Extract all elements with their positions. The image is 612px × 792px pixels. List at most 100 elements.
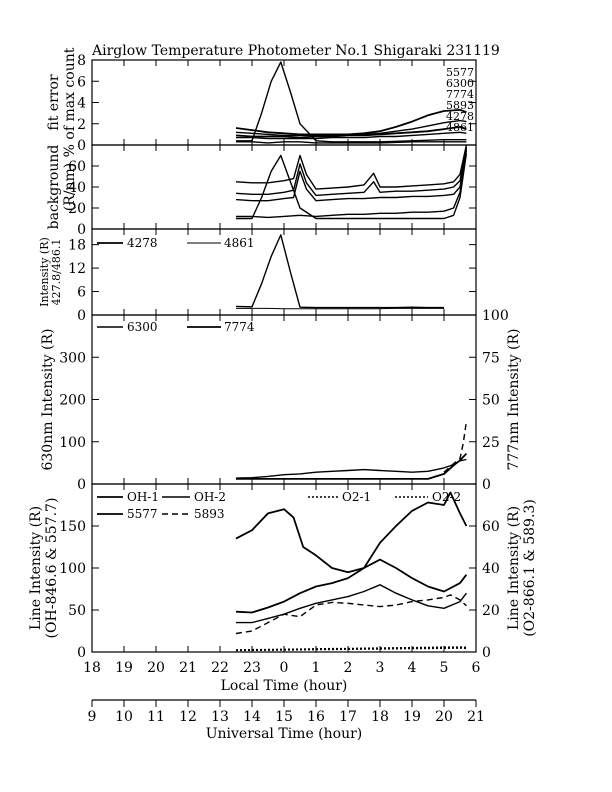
y-tick-label: 40 bbox=[68, 180, 86, 196]
x-tick-label: 18 bbox=[83, 660, 101, 676]
y-axis-label: background bbox=[46, 145, 62, 230]
ut-tick-label: 15 bbox=[275, 709, 293, 725]
y-right-tick-label: 75 bbox=[482, 350, 500, 366]
y-right-tick-label: 40 bbox=[482, 561, 500, 577]
ut-tick-label: 13 bbox=[211, 709, 229, 725]
legend-label: 5577 bbox=[446, 66, 474, 79]
panel-frame-630-777 bbox=[91, 314, 477, 485]
series-line-5893 bbox=[235, 594, 467, 635]
y-tick-label: 60 bbox=[68, 159, 86, 175]
x-tick-label: 2 bbox=[344, 660, 353, 676]
series-line-5577 bbox=[235, 491, 468, 574]
series-line-6300 bbox=[235, 458, 467, 479]
legend-label: 5893 bbox=[194, 507, 225, 521]
y-tick-label: 8 bbox=[77, 53, 86, 69]
y-right-tick-label: 20 bbox=[482, 603, 500, 619]
x-tick-label: 3 bbox=[376, 660, 385, 676]
x-tick-label: 5 bbox=[440, 660, 449, 676]
y-right-axis-label: 777nm Intensity (R) bbox=[506, 328, 522, 470]
y-axis-label: (OH-846.6 & 557.7) bbox=[44, 498, 60, 639]
y-tick-label: 0 bbox=[77, 308, 86, 324]
legend-label: O2-1 bbox=[342, 490, 371, 504]
series-line-6300 bbox=[235, 119, 467, 137]
legend-label: OH-1 bbox=[127, 490, 159, 504]
y-right-axis-label: Line Intensity (R) bbox=[506, 506, 522, 630]
y-axis-label: 427.8/486.1 bbox=[50, 239, 63, 306]
series-line-OH-1 bbox=[235, 558, 468, 614]
series-line-O2-1 bbox=[235, 646, 467, 651]
x-tick-label: 0 bbox=[280, 660, 289, 676]
series-group-intensity-4278-4861 bbox=[235, 234, 444, 310]
y-tick-label: 50 bbox=[68, 603, 86, 619]
y-right-tick-label: 0 bbox=[482, 477, 491, 493]
ut-tick-label: 16 bbox=[307, 709, 325, 725]
legend-label: 7774 bbox=[446, 88, 474, 101]
y-tick-label: 100 bbox=[59, 561, 86, 577]
ut-axis-label: Universal Time (hour) bbox=[206, 726, 363, 742]
series-line-s3 bbox=[235, 149, 468, 202]
y-right-tick-label: 25 bbox=[482, 435, 500, 451]
series-group-630-777 bbox=[235, 421, 468, 480]
y-tick-label: 2 bbox=[77, 117, 86, 133]
x-tick-label: 1 bbox=[312, 660, 321, 676]
x-axis-label: Local Time (hour) bbox=[221, 678, 348, 694]
legend-label: 6300 bbox=[127, 320, 158, 334]
y-tick-label: 300 bbox=[59, 350, 86, 366]
legend-label: 4278 bbox=[446, 110, 474, 123]
y-tick-label: 18 bbox=[68, 238, 86, 254]
x-tick-label: 21 bbox=[179, 660, 197, 676]
ut-tick-label: 10 bbox=[115, 709, 133, 725]
ut-tick-label: 18 bbox=[371, 709, 389, 725]
series-line-O2-2 bbox=[235, 647, 467, 652]
chart-title: Airglow Temperature Photometer No.1 Shig… bbox=[91, 43, 500, 59]
y-axis-label: fit error bbox=[46, 74, 62, 131]
x-tick-label: 6 bbox=[472, 660, 481, 676]
x-tick-label: 23 bbox=[243, 660, 261, 676]
y-right-tick-label: 60 bbox=[482, 519, 500, 535]
series-line-s5 bbox=[236, 153, 468, 220]
legend-label: 4278 bbox=[127, 236, 158, 250]
x-tick-label: 22 bbox=[211, 660, 229, 676]
series-line-7774 bbox=[235, 126, 467, 139]
series-line-4278 bbox=[235, 234, 444, 309]
y-axis-label: Line Intensity (R) bbox=[28, 506, 44, 630]
legend-label: OH-2 bbox=[194, 490, 226, 504]
series-group-background bbox=[235, 144, 468, 220]
y-tick-label: 0 bbox=[77, 222, 86, 238]
series-line-OH-2 bbox=[236, 584, 467, 624]
series-line-5893 bbox=[236, 131, 467, 140]
series-line-4861 bbox=[236, 141, 467, 144]
y-tick-label: 6 bbox=[77, 285, 86, 301]
y-axis-label: % of max count bbox=[62, 47, 78, 157]
legend-label: O2-2 bbox=[432, 490, 461, 504]
y-tick-label: 0 bbox=[77, 477, 86, 493]
ut-tick-label: 9 bbox=[88, 709, 97, 725]
x-tick-label: 19 bbox=[115, 660, 133, 676]
y-axis-label: Intensity (R) bbox=[38, 237, 51, 307]
series-line-4278 bbox=[236, 61, 467, 143]
y-tick-label: 200 bbox=[59, 393, 86, 409]
y-axis-label: (R/nm) bbox=[62, 163, 78, 211]
ut-tick-label: 21 bbox=[467, 709, 485, 725]
y-tick-label: 0 bbox=[77, 138, 86, 154]
series-line-7774-dashed bbox=[443, 421, 468, 473]
series-group-line-intensity bbox=[235, 491, 468, 652]
legend-label: 5893 bbox=[446, 99, 474, 112]
legend-label: 5577 bbox=[127, 507, 158, 521]
legend-label: 7774 bbox=[224, 320, 255, 334]
ut-tick-label: 20 bbox=[435, 709, 453, 725]
y-tick-label: 4 bbox=[77, 96, 86, 112]
y-tick-label: 20 bbox=[68, 201, 86, 217]
y-right-axis-label: (O2-866.1 & 589.3) bbox=[522, 499, 538, 637]
series-line-s2 bbox=[235, 146, 468, 197]
y-right-tick-label: 0 bbox=[482, 645, 491, 661]
series-group-fit-error bbox=[235, 61, 467, 144]
x-tick-label: 20 bbox=[147, 660, 165, 676]
ut-tick-label: 14 bbox=[243, 709, 261, 725]
ut-tick-label: 12 bbox=[179, 709, 197, 725]
y-tick-label: 150 bbox=[59, 519, 86, 535]
y-right-tick-label: 100 bbox=[482, 308, 509, 324]
y-axis-label: 630nm Intensity (R) bbox=[40, 328, 56, 470]
legend-label: 6300 bbox=[446, 77, 474, 90]
